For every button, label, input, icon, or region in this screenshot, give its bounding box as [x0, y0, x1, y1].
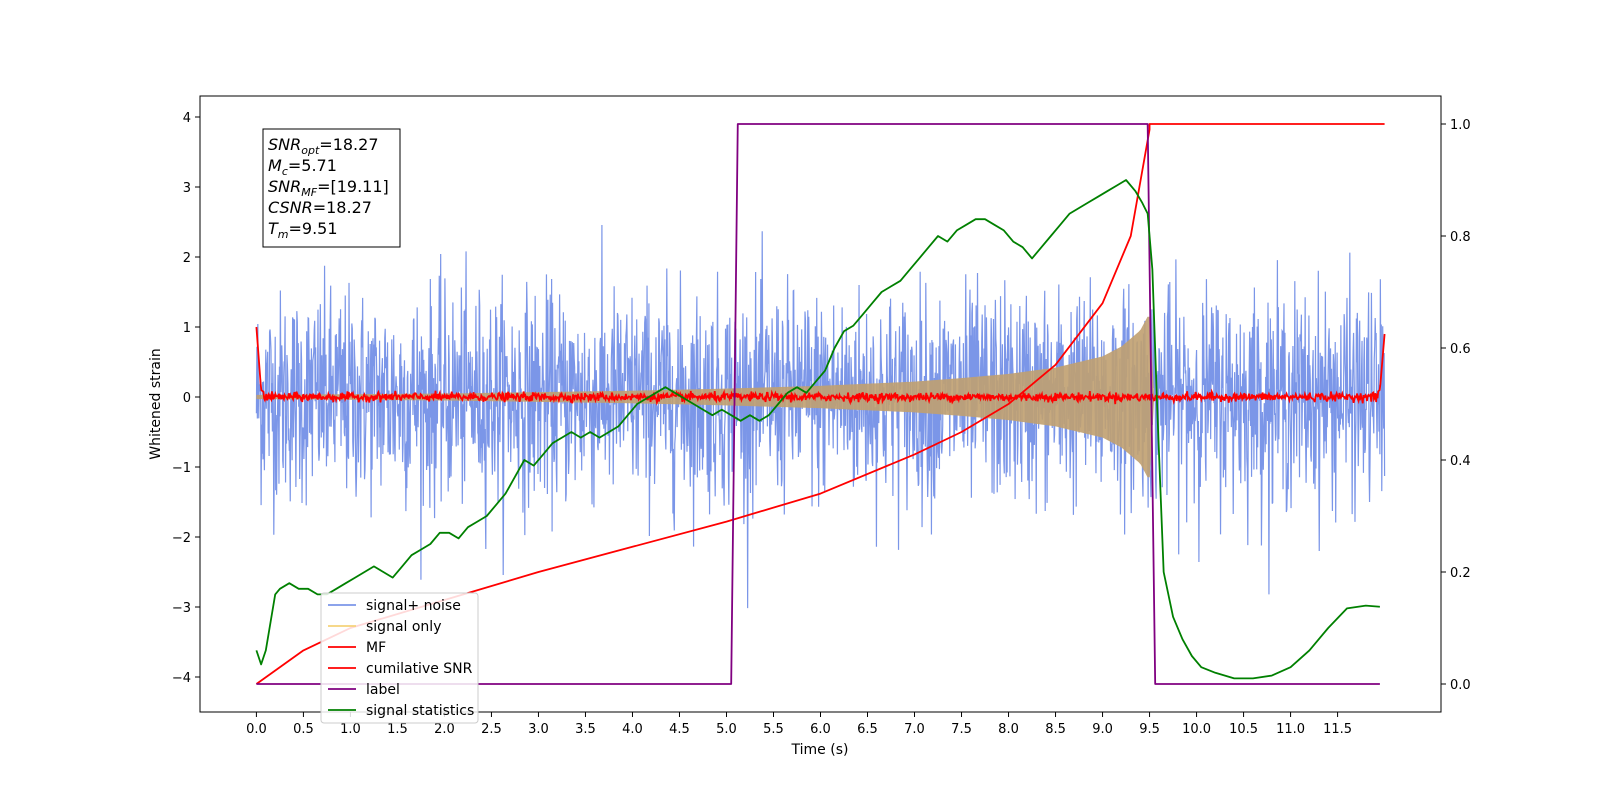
y-tick-label: −3 — [172, 601, 191, 616]
legend-frame — [320, 592, 479, 724]
x-tick-label: 11.0 — [1276, 722, 1305, 737]
legend-entry-label: signal+ noise — [366, 598, 461, 614]
series-signal-statistics-line — [255, 179, 1380, 680]
x-tick-label: 7.0 — [904, 722, 925, 737]
annotation-frame — [262, 128, 401, 248]
legend-entry-label: signal only — [366, 619, 441, 635]
y-tick-label: 4 — [183, 111, 191, 126]
x-tick-label: 3.5 — [575, 722, 596, 737]
y2-tick-label: 1.0 — [1450, 118, 1471, 133]
legend: signal+ noise signal only MF cumilative SNR… — [320, 592, 479, 724]
x-tick-label: 3.0 — [528, 722, 549, 737]
annotation-line: Mc=5.71 — [268, 156, 337, 178]
x-tick-label: 7.5 — [951, 722, 972, 737]
y-tick-label: 2 — [183, 251, 191, 266]
y-tick-label: 3 — [183, 181, 191, 196]
y-tick-label: 1 — [183, 321, 191, 336]
legend-entry-label: cumilative SNR — [366, 661, 473, 677]
y2-tick-label: 0.0 — [1450, 678, 1471, 693]
x-axis: 0.0 0.5 1.0 1.5 2.0 2.5 3.0 3.5 4.0 4.5 5.0 5.5 6.0 6… — [246, 712, 1352, 737]
annotation-line: Tm=9.51 — [268, 219, 338, 241]
y2-tick-label: 0.8 — [1450, 230, 1471, 245]
y2-tick-label: 0.6 — [1450, 342, 1471, 357]
x-tick-label: 5.5 — [763, 722, 784, 737]
x-tick-label: 1.0 — [340, 722, 361, 737]
x-tick-label: 10.5 — [1229, 722, 1258, 737]
x-tick-label: 10.0 — [1182, 722, 1211, 737]
y-tick-label: 0 — [183, 391, 191, 406]
y-tick-label: −2 — [172, 531, 191, 546]
y-tick-label: −1 — [172, 461, 191, 476]
legend-entry-label: label — [366, 682, 400, 698]
parameter-annotation-box: SNRopt=18.27Mc=5.71SNRMF=[19.11]CSNR=18.… — [262, 128, 401, 248]
x-tick-label: 9.5 — [1139, 722, 1160, 737]
x-tick-label: 8.5 — [1045, 722, 1066, 737]
x-tick-label: 0.5 — [293, 722, 314, 737]
x-tick-label: 1.5 — [387, 722, 408, 737]
x-tick-label: 6.5 — [857, 722, 878, 737]
x-tick-label: 8.0 — [998, 722, 1019, 737]
series-mf-line — [255, 326, 1386, 406]
x-tick-label: 2.5 — [481, 722, 502, 737]
y-tick-label: −4 — [172, 671, 191, 686]
x-tick-label: 2.0 — [434, 722, 455, 737]
y-axis-label: Whitened strain — [148, 348, 164, 459]
x-tick-label: 4.5 — [669, 722, 690, 737]
x-tick-label: 4.0 — [622, 722, 643, 737]
x-tick-label: 11.5 — [1323, 722, 1352, 737]
y-axis-right: 1.0 0.8 0.6 0.4 0.2 0.0 — [1441, 118, 1471, 693]
x-tick-label: 6.0 — [810, 722, 831, 737]
x-tick-label: 0.0 — [246, 722, 267, 737]
annotation-line: SNRMF=[19.11] — [268, 177, 389, 199]
series-label-line — [256, 123, 1380, 685]
annotation-line: CSNR=18.27 — [268, 198, 372, 217]
legend-entry-label: MF — [366, 640, 386, 656]
y2-tick-label: 0.4 — [1450, 454, 1471, 469]
x-axis-label: Time (s) — [791, 742, 849, 758]
x-tick-label: 5.0 — [716, 722, 737, 737]
y-axis-left: 4 3 2 1 0 −1 −2 −3 −4 — [172, 111, 200, 686]
x-tick-label: 9.0 — [1092, 722, 1113, 737]
legend-entry-label: signal statistics — [366, 703, 474, 719]
y2-tick-label: 0.2 — [1450, 566, 1471, 581]
annotation-line: SNRopt=18.27 — [268, 135, 379, 157]
